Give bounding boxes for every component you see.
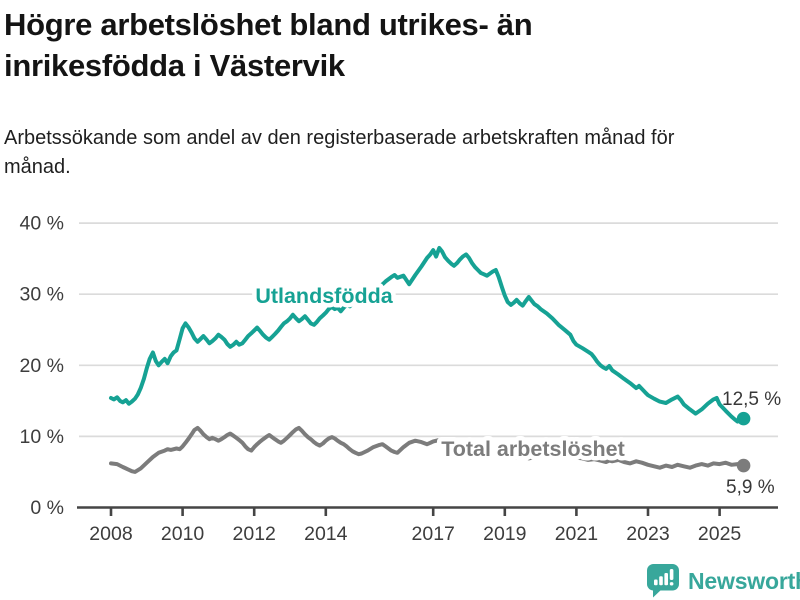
x-axis: 2008 2010 2012 2014 2017 2019 2021 2023 2025 — [77, 506, 778, 545]
y-tick-label: 30 % — [20, 284, 64, 306]
x-tick-label: 2010 — [161, 523, 205, 545]
x-tick-label: 2012 — [233, 523, 276, 545]
x-tick-label: 2023 — [626, 523, 669, 545]
series-end-value-label: 5,9 % — [726, 477, 775, 498]
series-end-dot — [736, 458, 751, 473]
data-lines — [109, 246, 746, 474]
x-tick-label: 2017 — [412, 523, 455, 545]
line-total-arbetsl-shet — [109, 425, 746, 474]
x-tick-label: 2008 — [89, 523, 132, 545]
chart-subtitle: Arbetssökande som andel av den registerb… — [4, 127, 675, 178]
y-axis: 40 % 30 % 20 % 10 % 0 % — [20, 213, 64, 519]
series-end-value-label: 12,5 % — [722, 389, 781, 410]
series-end-dot — [736, 411, 751, 426]
gridlines — [79, 222, 778, 438]
series-labels: Utlandsfödda 12,5 % Total arbetslöshet 5,9 … — [251, 280, 781, 499]
y-tick-label: 10 % — [20, 426, 64, 448]
x-tick-label: 2014 — [304, 523, 348, 545]
chart-title: Högre arbetslöshet bland utrikes- än inr… — [4, 7, 533, 83]
brand-name: Newsworthy — [688, 567, 800, 594]
newsworthy-logo-icon — [647, 564, 679, 598]
line-utlandsf-dda — [109, 246, 746, 424]
series-label: Total arbetslöshet — [441, 437, 625, 461]
x-tick-label: 2021 — [555, 523, 598, 545]
brand-footer: Newsworthy — [646, 563, 800, 599]
y-tick-label: 40 % — [20, 213, 64, 235]
series-label: Utlandsfödda — [255, 284, 393, 308]
y-tick-label: 20 % — [20, 355, 64, 377]
y-tick-label: 0 % — [30, 497, 64, 519]
x-tick-label: 2019 — [483, 523, 526, 545]
x-tick-label: 2025 — [698, 523, 742, 545]
